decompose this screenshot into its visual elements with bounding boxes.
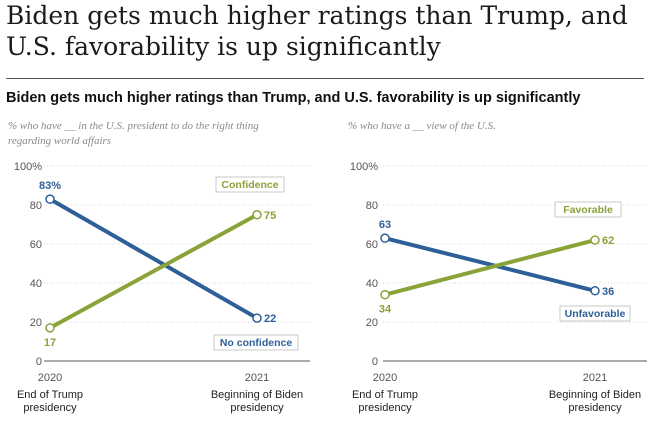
y-tick-label: 40	[30, 278, 42, 290]
y-tick-label: 80	[30, 200, 42, 212]
series-legend-label: No confidence	[220, 337, 293, 349]
data-point	[45, 194, 55, 204]
x-tick-label: 2021	[245, 372, 269, 384]
y-tick-label: 100%	[14, 161, 42, 173]
series-legend-label: Favorable	[563, 204, 613, 216]
data-label: 75	[264, 210, 276, 222]
y-tick-label: 20	[366, 317, 378, 329]
series-callout-box	[559, 305, 631, 322]
data-label: 17	[44, 337, 56, 349]
series-callout-box	[213, 334, 299, 351]
x-sublabel: presidency	[230, 402, 284, 414]
data-point	[380, 233, 390, 243]
series-line	[383, 236, 597, 293]
title-divider	[6, 78, 644, 79]
data-label: 34	[379, 304, 392, 316]
data-point	[252, 313, 262, 323]
series-line	[48, 197, 259, 321]
y-tick-label: 60	[366, 239, 378, 251]
y-tick-label: 100%	[350, 161, 378, 173]
x-tick-label: 2020	[373, 372, 397, 384]
x-sublabel: presidency	[358, 402, 412, 414]
data-label: 22	[264, 313, 276, 325]
data-label: 83%	[39, 180, 61, 192]
data-point	[252, 210, 262, 220]
x-sublabel: End of Trump	[17, 389, 83, 401]
x-sublabel: Beginning of Biden	[549, 389, 641, 401]
series-legend-label: Unfavorable	[565, 308, 626, 320]
y-tick-label: 40	[366, 278, 378, 290]
x-tick-label: 2021	[583, 372, 607, 384]
series-callout-box	[554, 201, 622, 218]
data-point	[590, 235, 600, 245]
data-point	[45, 323, 55, 333]
data-point	[590, 286, 600, 296]
data-label: 62	[602, 235, 614, 247]
x-sublabel: presidency	[568, 402, 622, 414]
y-tick-label: 0	[372, 356, 378, 368]
series-line	[383, 238, 597, 297]
y-tick-label: 20	[30, 317, 42, 329]
series-callout-box	[215, 176, 285, 193]
chart-subhead: Biden gets much higher ratings than Trum…	[6, 90, 581, 106]
x-sublabel: Beginning of Biden	[211, 389, 303, 401]
series-line	[48, 212, 259, 330]
y-tick-label: 0	[36, 356, 42, 368]
page-title: Biden gets much higher ratings than Trum…	[6, 1, 628, 61]
data-label: 63	[379, 219, 391, 231]
chart-subtitle: % who have __ in the U.S. president to d…	[8, 120, 259, 132]
x-sublabel: End of Trump	[352, 389, 418, 401]
y-tick-label: 80	[366, 200, 378, 212]
data-label: 36	[602, 286, 614, 298]
chart-subtitle: regarding world affairs	[8, 135, 111, 147]
series-legend-label: Confidence	[221, 179, 278, 191]
x-sublabel: presidency	[23, 402, 77, 414]
data-point	[380, 289, 390, 300]
y-tick-label: 60	[30, 239, 42, 251]
chart-subtitle: % who have a __ view of the U.S.	[348, 120, 496, 132]
x-tick-label: 2020	[38, 372, 62, 384]
